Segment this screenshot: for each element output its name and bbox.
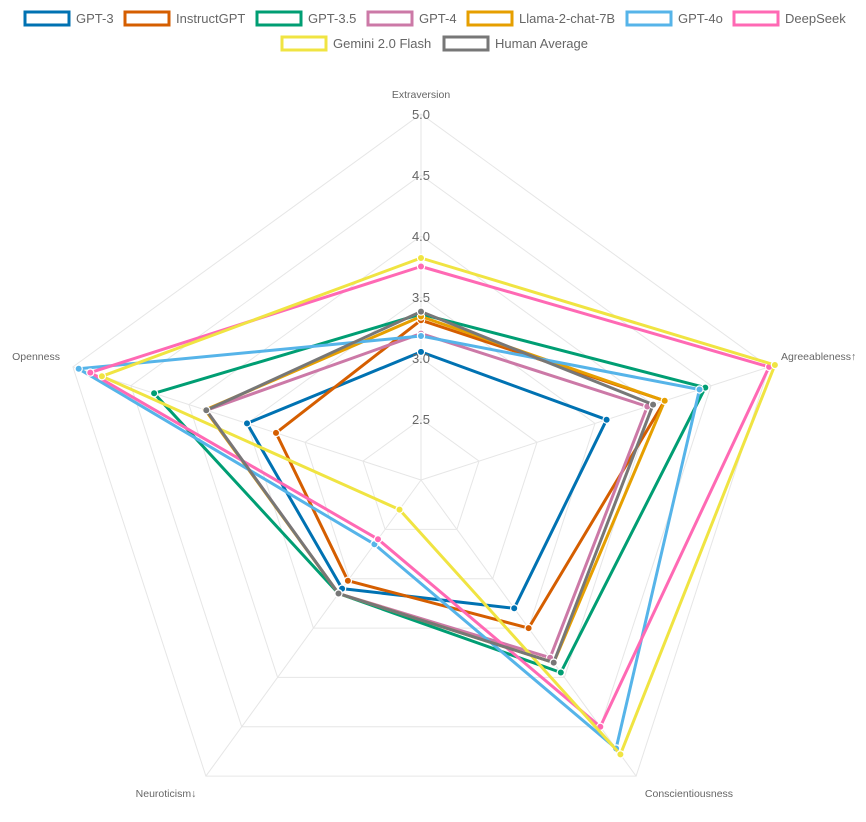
legend-item[interactable]: GPT-3.5 [255,10,356,27]
data-point [524,623,533,633]
grid-ring [246,296,596,629]
data-point [602,415,611,424]
data-point [202,406,211,415]
axis-label: Openness [12,351,60,363]
data-point [510,604,519,613]
legend-label: Human Average [495,36,588,51]
tick-label: 2.5 [412,412,430,427]
data-point [770,360,780,370]
data-point [334,589,343,598]
legend-item[interactable]: Human Average [442,35,588,52]
axis-label: Neuroticism↓ [136,788,197,800]
grid-ring [304,357,538,580]
legend-label: InstructGPT [176,11,245,26]
data-point [86,368,95,377]
grid-ring [362,418,480,530]
legend-label: Gemini 2.0 Flash [333,36,431,51]
legend-item[interactable]: InstructGPT [123,10,245,27]
legend-item[interactable]: DeepSeek [732,10,846,27]
series-layer [74,253,780,759]
data-point [416,253,426,263]
tick-label: 3.5 [412,290,430,305]
axis-spoke [420,366,770,481]
tick-label: 3.0 [412,351,430,366]
series-line [245,350,609,610]
data-point [416,307,426,316]
data-point [416,347,426,357]
data-point [549,658,558,667]
legend-label: GPT-3.5 [308,11,356,26]
data-point [97,372,107,381]
legend-swatch [23,10,71,27]
legend-item[interactable]: Llama-2-chat-7B [466,10,615,27]
legend-label: GPT-4o [678,11,723,26]
series-llama-2-chat-7b [200,312,669,667]
radial-tick-labels: 2.5 3.0 3.5 4.0 4.5 5.0 [412,107,430,427]
legend-swatch [732,10,780,27]
legend-item[interactable]: GPT-4 [366,10,457,27]
data-point [242,419,252,428]
axis-spoke [205,479,422,777]
legend-label: Llama-2-chat-7B [519,11,615,26]
tick-label: 5.0 [412,107,430,122]
legend-swatch [466,10,514,27]
data-point [616,750,625,759]
data-point [395,505,404,514]
grid-ring [72,113,770,777]
data-point [271,428,281,438]
grid-ring [130,174,712,728]
tick-label: 4.5 [412,168,430,183]
legend-item[interactable]: Gemini 2.0 Flash [280,35,431,52]
series-line [204,310,655,665]
data-point [648,400,658,409]
legend-swatch [280,35,328,52]
series-line [204,332,649,660]
series-gemini-2-0-flash [97,253,780,759]
data-point [149,389,159,398]
legend-label: GPT-3 [76,11,114,26]
tick-label: 4.0 [412,229,430,244]
legend-swatch [123,10,171,27]
legend-item[interactable]: GPT-4o [625,10,723,27]
data-point [343,576,353,585]
legend: GPT-3 InstructGPT GPT-3.5 GPT-4 Llama-2-chat… [23,10,846,52]
data-point [695,385,704,394]
axis-labels: Extraversion Agreeableness↑ Conscientiousn… [12,89,856,800]
legend-swatch [625,10,673,27]
axis-label: Extraversion [392,89,451,101]
radar-grid [72,113,770,777]
series-line [100,256,777,756]
data-point [373,535,383,544]
legend-label: GPT-4 [419,11,457,26]
legend-swatch [366,10,414,27]
axis-label: Conscientiousness [645,788,733,800]
legend-label: DeepSeek [785,11,846,26]
grid-ring [188,235,654,678]
legend-swatch [442,35,490,52]
series-line [88,265,771,729]
data-point [74,364,83,373]
data-point [416,331,426,341]
legend-item[interactable]: GPT-3 [23,10,114,27]
series-line [152,312,707,674]
legend-swatch [255,10,303,27]
series-line [77,334,701,750]
data-point [556,668,566,677]
data-point [660,396,669,405]
axis-label: Agreeableness↑ [781,351,856,363]
series-human-average [202,307,658,667]
data-point [416,262,426,271]
